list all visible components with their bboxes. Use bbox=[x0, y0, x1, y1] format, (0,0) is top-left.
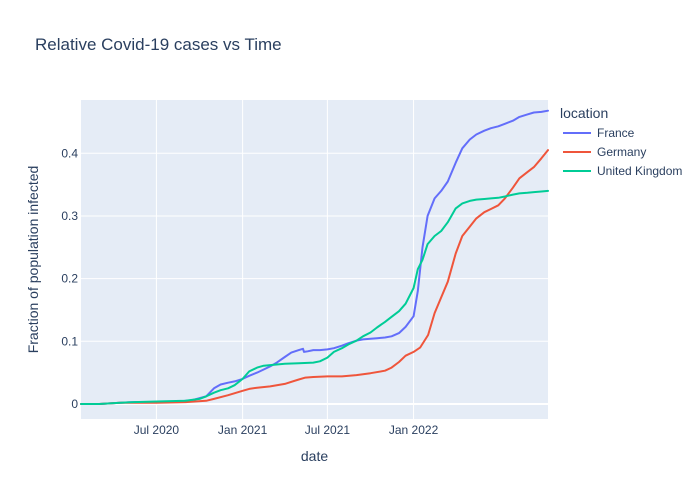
y-tick-label: 0.3 bbox=[61, 209, 78, 223]
legend-label: France bbox=[597, 126, 635, 140]
legend-label: Germany bbox=[597, 145, 646, 159]
x-tick-label: Jan 2022 bbox=[389, 423, 439, 437]
y-axis-ticks: 0 0.1 0.2 0.3 0.4 bbox=[61, 146, 78, 411]
x-tick-label: Jan 2021 bbox=[218, 423, 268, 437]
y-tick-label: 0.4 bbox=[61, 146, 78, 160]
y-tick-label: 0.2 bbox=[61, 272, 78, 286]
plot-background bbox=[81, 100, 548, 419]
y-tick-label: 0 bbox=[71, 397, 78, 411]
series-line-france bbox=[80, 109, 549, 405]
series-lines bbox=[80, 109, 549, 405]
series-line-germany bbox=[80, 149, 549, 405]
x-axis-title: date bbox=[301, 448, 328, 464]
legend: location France Germany United Kingdom bbox=[560, 105, 682, 178]
legend-items: France Germany United Kingdom bbox=[563, 126, 682, 178]
series-line-united-kingdom bbox=[80, 189, 549, 405]
y-axis-title: Fraction of population infected bbox=[25, 166, 41, 354]
legend-label: United Kingdom bbox=[597, 164, 682, 178]
x-axis-ticks: Jul 2020 Jan 2021 Jul 2021 Jan 2022 bbox=[134, 423, 439, 437]
x-tick-label: Jul 2021 bbox=[305, 423, 351, 437]
chart-title: Relative Covid-19 cases vs Time bbox=[35, 35, 282, 54]
y-tick-label: 0.1 bbox=[61, 334, 78, 348]
grid-lines bbox=[81, 100, 548, 419]
legend-title: location bbox=[560, 105, 608, 121]
x-tick-label: Jul 2020 bbox=[134, 423, 180, 437]
